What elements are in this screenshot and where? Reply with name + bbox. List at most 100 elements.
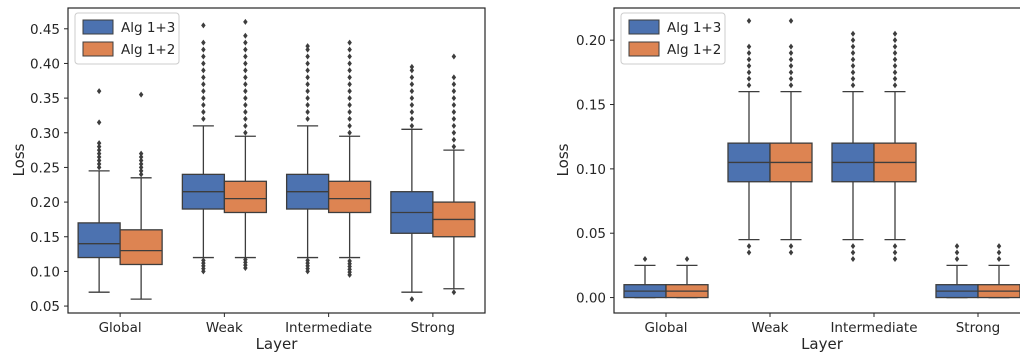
- x-tick-label: Weak: [752, 320, 789, 336]
- outlier-point: [201, 115, 206, 122]
- outlier-point: [409, 95, 415, 102]
- outlier-point: [201, 39, 206, 46]
- y-tick-label: 0.05: [576, 226, 606, 242]
- outlier-point: [305, 257, 310, 264]
- outlier-point: [409, 63, 415, 70]
- outlier-point: [138, 171, 144, 178]
- legend-swatch: [628, 19, 660, 35]
- legend-swatch: [82, 41, 114, 57]
- outlier-point: [451, 81, 457, 88]
- outlier-point: [684, 255, 690, 262]
- legend: Alg 1+3 Alg 1+2: [74, 12, 180, 65]
- x-tick-label: Global: [99, 320, 142, 336]
- outlier-point: [850, 50, 856, 57]
- outlier-point: [138, 150, 144, 157]
- outlier-point: [305, 108, 310, 115]
- outlier-point: [96, 160, 102, 167]
- outlier-point: [96, 147, 102, 154]
- outlier-point: [243, 32, 248, 39]
- outlier-point: [201, 88, 206, 95]
- outlier-point: [201, 108, 206, 115]
- outlier-point: [451, 53, 457, 60]
- outlier-point: [96, 88, 102, 95]
- box-body: [327, 180, 372, 214]
- outlier-point: [409, 81, 415, 88]
- chart-panel-1: 0.05 0.10 0.15 0.20 0.25 0.30 0.35 0.40 0.45 Glob…: [10, 7, 486, 353]
- outlier-point: [201, 81, 206, 88]
- outlier-point: [788, 249, 794, 256]
- outlier-point: [451, 115, 457, 122]
- outlier-point: [451, 102, 457, 109]
- outlier-point: [347, 39, 352, 46]
- outlier-point: [305, 88, 310, 95]
- outlier-point: [201, 53, 206, 60]
- outlier-point: [409, 74, 415, 81]
- outlier-point: [892, 243, 898, 250]
- outlier-point: [788, 69, 794, 76]
- outlier-point: [305, 74, 310, 81]
- outlier-point: [788, 75, 794, 82]
- box-alg-1-3-strong: [935, 243, 979, 299]
- y-tick-label: 0.05: [30, 299, 60, 315]
- outlier-point: [954, 255, 960, 262]
- outlier-point: [409, 122, 415, 129]
- outlier-point: [305, 115, 310, 122]
- outlier-point: [243, 256, 248, 263]
- outlier-point: [243, 129, 248, 136]
- outlier-point: [451, 289, 457, 296]
- outlier-point: [746, 43, 752, 50]
- outlier-point: [996, 249, 1002, 256]
- outlier-point: [788, 43, 794, 50]
- outlier-point: [138, 91, 144, 98]
- y-tick-label: 0.45: [30, 22, 60, 38]
- outlier-point: [305, 67, 310, 74]
- box-alg-1-3-global: [623, 255, 667, 299]
- outlier-point: [243, 81, 248, 88]
- outlier-point: [201, 46, 206, 53]
- y-tick-label: 0.10: [576, 162, 606, 178]
- outlier-point: [409, 115, 415, 122]
- outlier-point: [243, 122, 248, 129]
- outlier-point: [347, 88, 352, 95]
- legend: Alg 1+3 Alg 1+2: [620, 12, 726, 65]
- outlier-point: [305, 53, 310, 60]
- y-tick-label: 0.00: [576, 291, 606, 307]
- outlier-point: [347, 46, 352, 53]
- outlier-point: [892, 82, 898, 89]
- outlier-point: [746, 56, 752, 63]
- x-tick-label: Intermediate: [285, 320, 372, 336]
- outlier-point: [305, 46, 310, 53]
- outlier-point: [243, 115, 248, 122]
- outlier-point: [788, 62, 794, 69]
- outlier-point: [451, 136, 457, 143]
- outlier-point: [305, 81, 310, 88]
- outlier-point: [347, 95, 352, 102]
- outlier-point: [201, 22, 206, 29]
- outlier-point: [243, 39, 248, 46]
- outlier-point: [138, 164, 144, 171]
- box-alg-1-3-intermediate: [831, 30, 875, 262]
- outlier-point: [746, 17, 752, 24]
- outlier-point: [451, 122, 457, 129]
- outlier-point: [409, 67, 415, 74]
- box-body: [77, 222, 121, 259]
- outlier-point: [892, 62, 898, 69]
- outlier-point: [138, 167, 144, 174]
- box-alg-1-2-intermediate: [327, 39, 372, 278]
- outlier-point: [954, 243, 960, 250]
- legend-label: Alg 1+2: [121, 42, 175, 58]
- x-axis-title: Layer: [801, 335, 844, 353]
- outlier-point: [347, 122, 352, 129]
- outlier-point: [788, 243, 794, 250]
- outlier-point: [746, 82, 752, 89]
- outlier-point: [347, 115, 352, 122]
- y-tick-label: 0.20: [576, 33, 606, 49]
- outlier-point: [243, 60, 248, 67]
- y-tick-label: 0.15: [576, 98, 606, 114]
- outlier-point: [850, 69, 856, 76]
- plot-frame: [67, 7, 486, 314]
- x-tick-label: Strong: [411, 320, 456, 336]
- outlier-point: [409, 88, 415, 95]
- outlier-point: [243, 46, 248, 53]
- legend-label: Alg 1+3: [667, 20, 721, 36]
